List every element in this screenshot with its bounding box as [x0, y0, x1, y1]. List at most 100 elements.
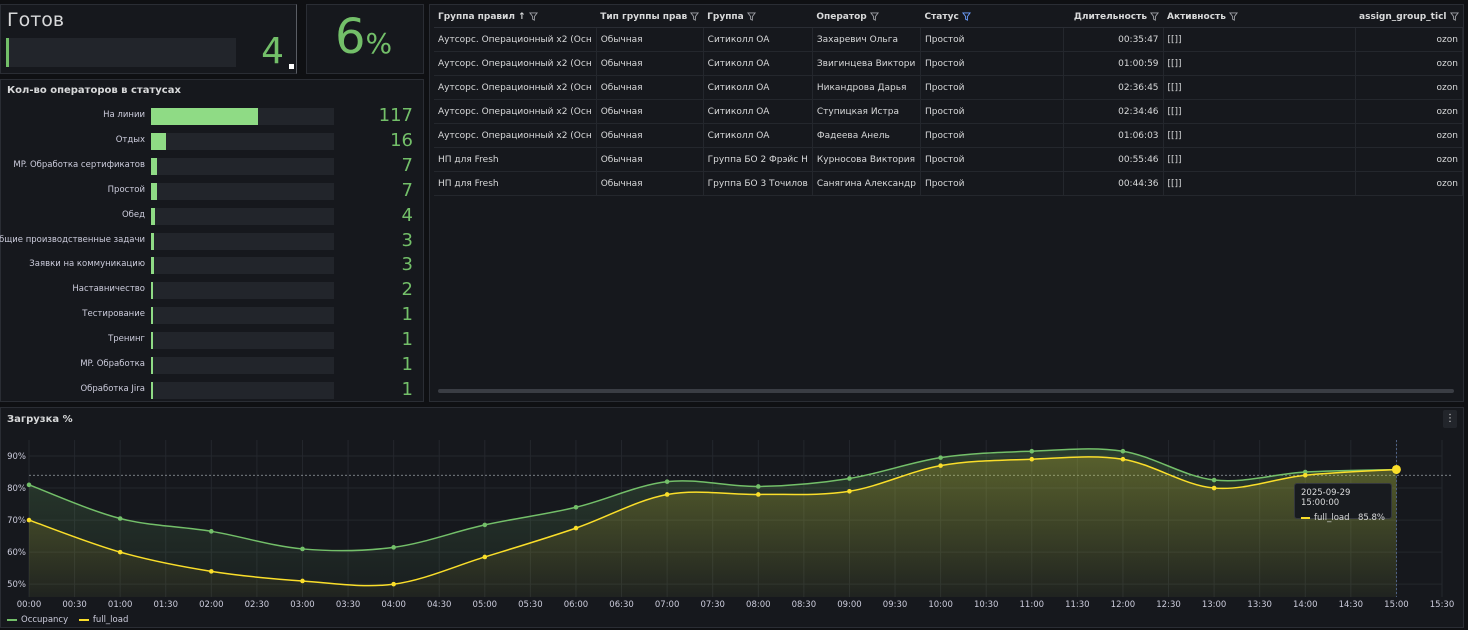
column-header[interactable]: Группа — [703, 7, 813, 28]
operator-status-value: 7 — [401, 179, 413, 201]
operator-status-label: На линии — [103, 110, 145, 120]
table-cell: 00:35:47 — [1063, 27, 1164, 52]
legend-item-occupancy[interactable]: Occupancy — [7, 615, 68, 625]
table-cell: НП для Fresh — [434, 147, 597, 172]
panel-title: Кол-во операторов в статусах — [7, 85, 181, 96]
operator-status-label: MP. Обработка сертификатов — [13, 159, 145, 170]
table-cell: Ступицкая Истра — [812, 99, 921, 124]
table-cell: Группа БО 3 Точилов — [703, 171, 813, 196]
table-row[interactable]: Аутсорс. Операционный x2 (Осн Обычная Сити… — [434, 123, 1464, 148]
table-cell: ozon — [1355, 51, 1464, 76]
table-cell: ozon — [1355, 123, 1464, 148]
operators-table-panel: Группа правил ↑ Тип группы прав Группа Опера… — [429, 4, 1464, 402]
table-cell: ozon — [1355, 147, 1464, 172]
table-cell: Санягина Александр — [812, 171, 921, 196]
table-cell: [[]] — [1163, 27, 1356, 52]
sort-ascending-icon[interactable]: ↑ — [518, 12, 526, 22]
table-row[interactable]: Аутсорс. Операционный x2 (Осн Обычная Сити… — [434, 27, 1464, 52]
status-stat-bar-fill — [6, 38, 10, 67]
column-header[interactable]: Тип группы прав — [596, 7, 704, 28]
column-header[interactable]: Группа правил ↑ — [434, 7, 597, 28]
operator-status-bar-fill — [151, 381, 154, 399]
table-row[interactable]: Аутсорс. Операционный x2 (Осн Обычная Сити… — [434, 75, 1464, 100]
table-cell: Ситиколл ОА — [703, 123, 813, 148]
percent-stat-panel: 6% — [306, 4, 424, 74]
table-cell: [[]] — [1163, 147, 1356, 172]
chart-legend: Occupancy full_load — [7, 615, 136, 625]
table-row[interactable]: Аутсорс. Операционный x2 (Осн Обычная Сити… — [434, 99, 1464, 124]
table-cell: 02:36:45 — [1063, 75, 1164, 100]
column-header[interactable]: Статус — [920, 7, 1064, 28]
tooltip-row: full_load 85.8% — [1301, 513, 1385, 523]
operator-status-bar — [151, 332, 334, 350]
filter-icon[interactable] — [526, 12, 538, 22]
operator-status-row: Отдых 16 — [1, 129, 421, 151]
operator-status-label: Обработка Jira — [80, 383, 145, 394]
status-stat-title: Готов — [7, 9, 65, 31]
status-stat-value: 4 — [261, 31, 284, 72]
operator-status-bar — [151, 182, 334, 200]
operator-status-row: Общие производственные задачи 3 — [0, 229, 421, 251]
table-cell: ozon — [1355, 171, 1464, 196]
filter-icon[interactable] — [867, 12, 879, 22]
table-cell: Простой — [920, 51, 1065, 76]
operator-status-value: 3 — [401, 229, 413, 251]
operator-status-bar — [151, 207, 334, 225]
filter-icon[interactable] — [1447, 12, 1459, 22]
table-cell: 01:06:03 — [1063, 123, 1164, 148]
operator-status-row: Обед 4 — [1, 205, 421, 226]
table-cell: Аутсорс. Операционный x2 (Осн — [434, 123, 597, 148]
legend-item-full-load[interactable]: full_load — [78, 615, 128, 625]
table-cell: Аутсорс. Операционный x2 (Осн — [434, 51, 597, 76]
table-cell: Простой — [920, 147, 1065, 172]
operator-status-value: 1 — [401, 378, 413, 400]
operator-status-label: Общие производственные задачи — [0, 234, 145, 245]
column-header[interactable]: Активность — [1163, 7, 1356, 28]
table-cell: Курносова Виктория — [812, 147, 921, 172]
operator-status-bar — [151, 157, 334, 175]
filter-icon[interactable] — [1226, 12, 1238, 22]
column-header[interactable]: Длительность — [1063, 7, 1164, 28]
operator-status-value: 7 — [401, 154, 413, 176]
table-cell: ozon — [1355, 75, 1464, 100]
operator-status-label: Отдых — [115, 134, 145, 145]
table-cell: Обычная — [596, 27, 704, 52]
table-cell: НП для Fresh — [434, 171, 597, 196]
operator-status-bar-fill — [151, 108, 259, 125]
table-row[interactable]: НП для Fresh Обычная Группа БО 2 Фрэйс Н Ку… — [434, 147, 1464, 172]
filter-icon[interactable] — [687, 12, 700, 22]
resize-handle[interactable] — [289, 64, 294, 69]
table-cell: Никандрова Дарья — [812, 75, 921, 100]
table-cell: Обычная — [596, 51, 704, 76]
operator-status-bar — [151, 232, 334, 250]
table-row[interactable]: Аутсорс. Операционный x2 (Осн Обычная Сити… — [434, 51, 1464, 76]
operator-status-bar-fill — [151, 207, 155, 225]
column-header[interactable]: assign_group_ticl — [1355, 7, 1463, 28]
percent-unit: % — [365, 27, 393, 60]
vertical-dots-icon[interactable]: ⋮ — [1443, 410, 1457, 428]
column-header[interactable]: Оператор — [812, 7, 921, 28]
table-row[interactable]: НП для Fresh Обычная Группа БО 3 Точилов Са… — [434, 171, 1464, 196]
table-cell: [[]] — [1163, 123, 1356, 148]
table-cell: Обычная — [596, 99, 704, 124]
tooltip-swatch — [1301, 516, 1310, 519]
filter-icon[interactable] — [959, 12, 971, 22]
operator-status-label: Наставничество — [72, 284, 145, 295]
table-cell: Обычная — [596, 147, 704, 172]
operator-status-bar-fill — [151, 182, 158, 200]
operator-status-row: MP. Обработка 1 — [1, 354, 421, 375]
status-stat-bar — [6, 38, 236, 67]
operators-table: Группа правил ↑ Тип группы прав Группа Опера… — [434, 7, 1464, 196]
operator-status-bar-fill — [151, 157, 158, 175]
filter-icon[interactable] — [1147, 12, 1160, 22]
table-cell: 02:34:46 — [1063, 99, 1164, 124]
tooltip-time: 2025-09-29 15:00:00 — [1301, 488, 1351, 508]
horizontal-scrollbar[interactable] — [438, 389, 1454, 393]
filter-icon[interactable] — [744, 12, 756, 22]
table-cell: Ситиколл ОА — [703, 99, 813, 124]
load-chart-panel: Загрузка % ⋮ Occupancy full_load — [0, 407, 1464, 628]
operator-status-value: 16 — [390, 129, 413, 151]
table-cell: Простой — [920, 27, 1065, 52]
operator-status-value: 3 — [401, 254, 413, 276]
operator-status-bar — [151, 132, 334, 150]
